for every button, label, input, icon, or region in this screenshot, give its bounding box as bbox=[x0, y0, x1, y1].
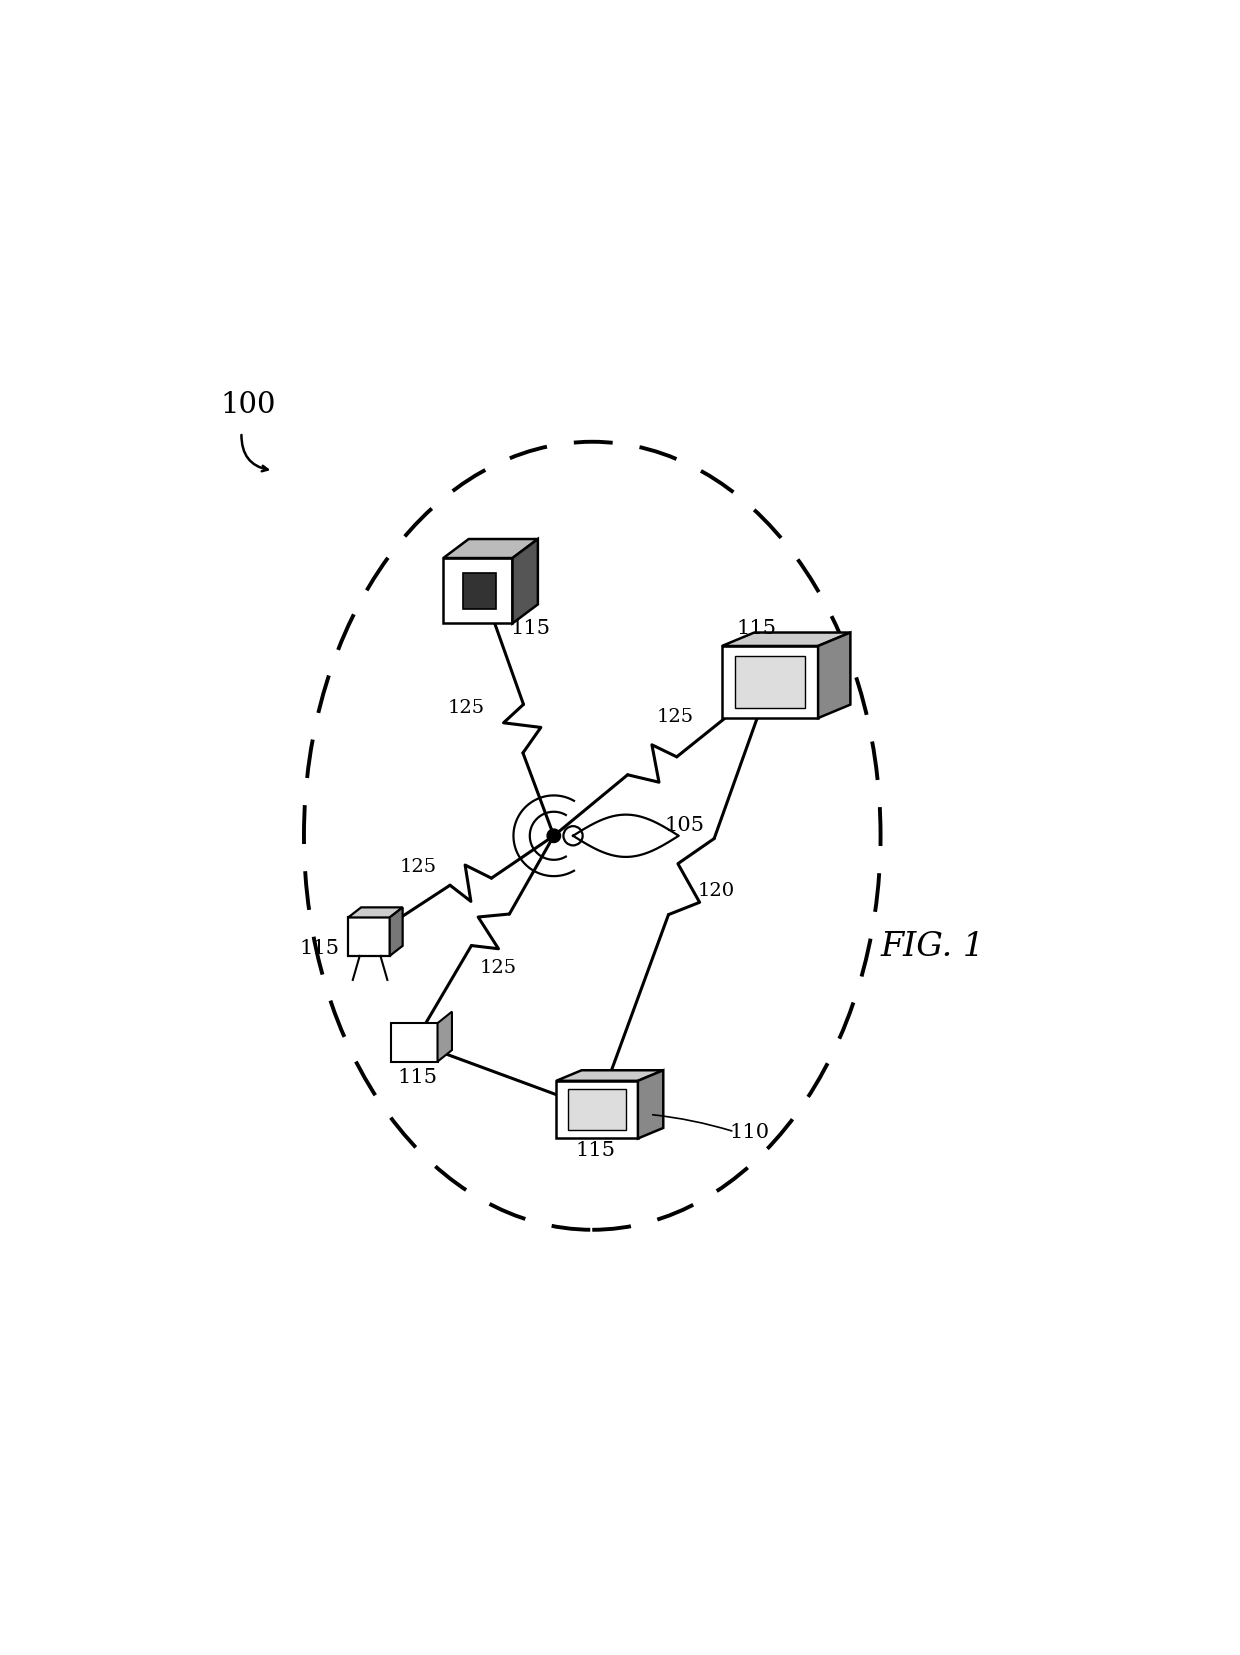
Polygon shape bbox=[573, 814, 678, 857]
Circle shape bbox=[547, 829, 560, 842]
Polygon shape bbox=[722, 645, 818, 718]
Text: FIG. 1: FIG. 1 bbox=[880, 930, 985, 963]
Polygon shape bbox=[444, 558, 512, 624]
Polygon shape bbox=[818, 632, 851, 718]
Text: 110: 110 bbox=[729, 1124, 770, 1142]
Text: 125: 125 bbox=[401, 857, 438, 875]
Text: 115: 115 bbox=[575, 1140, 616, 1160]
Text: 115: 115 bbox=[511, 619, 551, 637]
Text: 105: 105 bbox=[665, 816, 704, 836]
Text: 115: 115 bbox=[737, 619, 776, 637]
Polygon shape bbox=[735, 655, 805, 708]
Polygon shape bbox=[463, 573, 496, 609]
Polygon shape bbox=[557, 1071, 663, 1081]
Polygon shape bbox=[348, 907, 403, 917]
Text: 115: 115 bbox=[397, 1067, 438, 1087]
Polygon shape bbox=[348, 917, 389, 957]
Polygon shape bbox=[392, 1023, 438, 1061]
Polygon shape bbox=[512, 540, 538, 624]
Text: 125: 125 bbox=[657, 708, 694, 727]
Text: 120: 120 bbox=[698, 882, 735, 900]
Text: 125: 125 bbox=[480, 958, 517, 976]
Polygon shape bbox=[568, 1089, 626, 1130]
Polygon shape bbox=[557, 1081, 637, 1139]
Polygon shape bbox=[722, 632, 851, 645]
Polygon shape bbox=[444, 540, 538, 558]
Text: 115: 115 bbox=[299, 938, 340, 958]
Text: 125: 125 bbox=[448, 700, 485, 717]
Polygon shape bbox=[389, 907, 403, 957]
Text: 100: 100 bbox=[221, 391, 275, 419]
Polygon shape bbox=[438, 1011, 451, 1061]
Polygon shape bbox=[637, 1071, 663, 1139]
